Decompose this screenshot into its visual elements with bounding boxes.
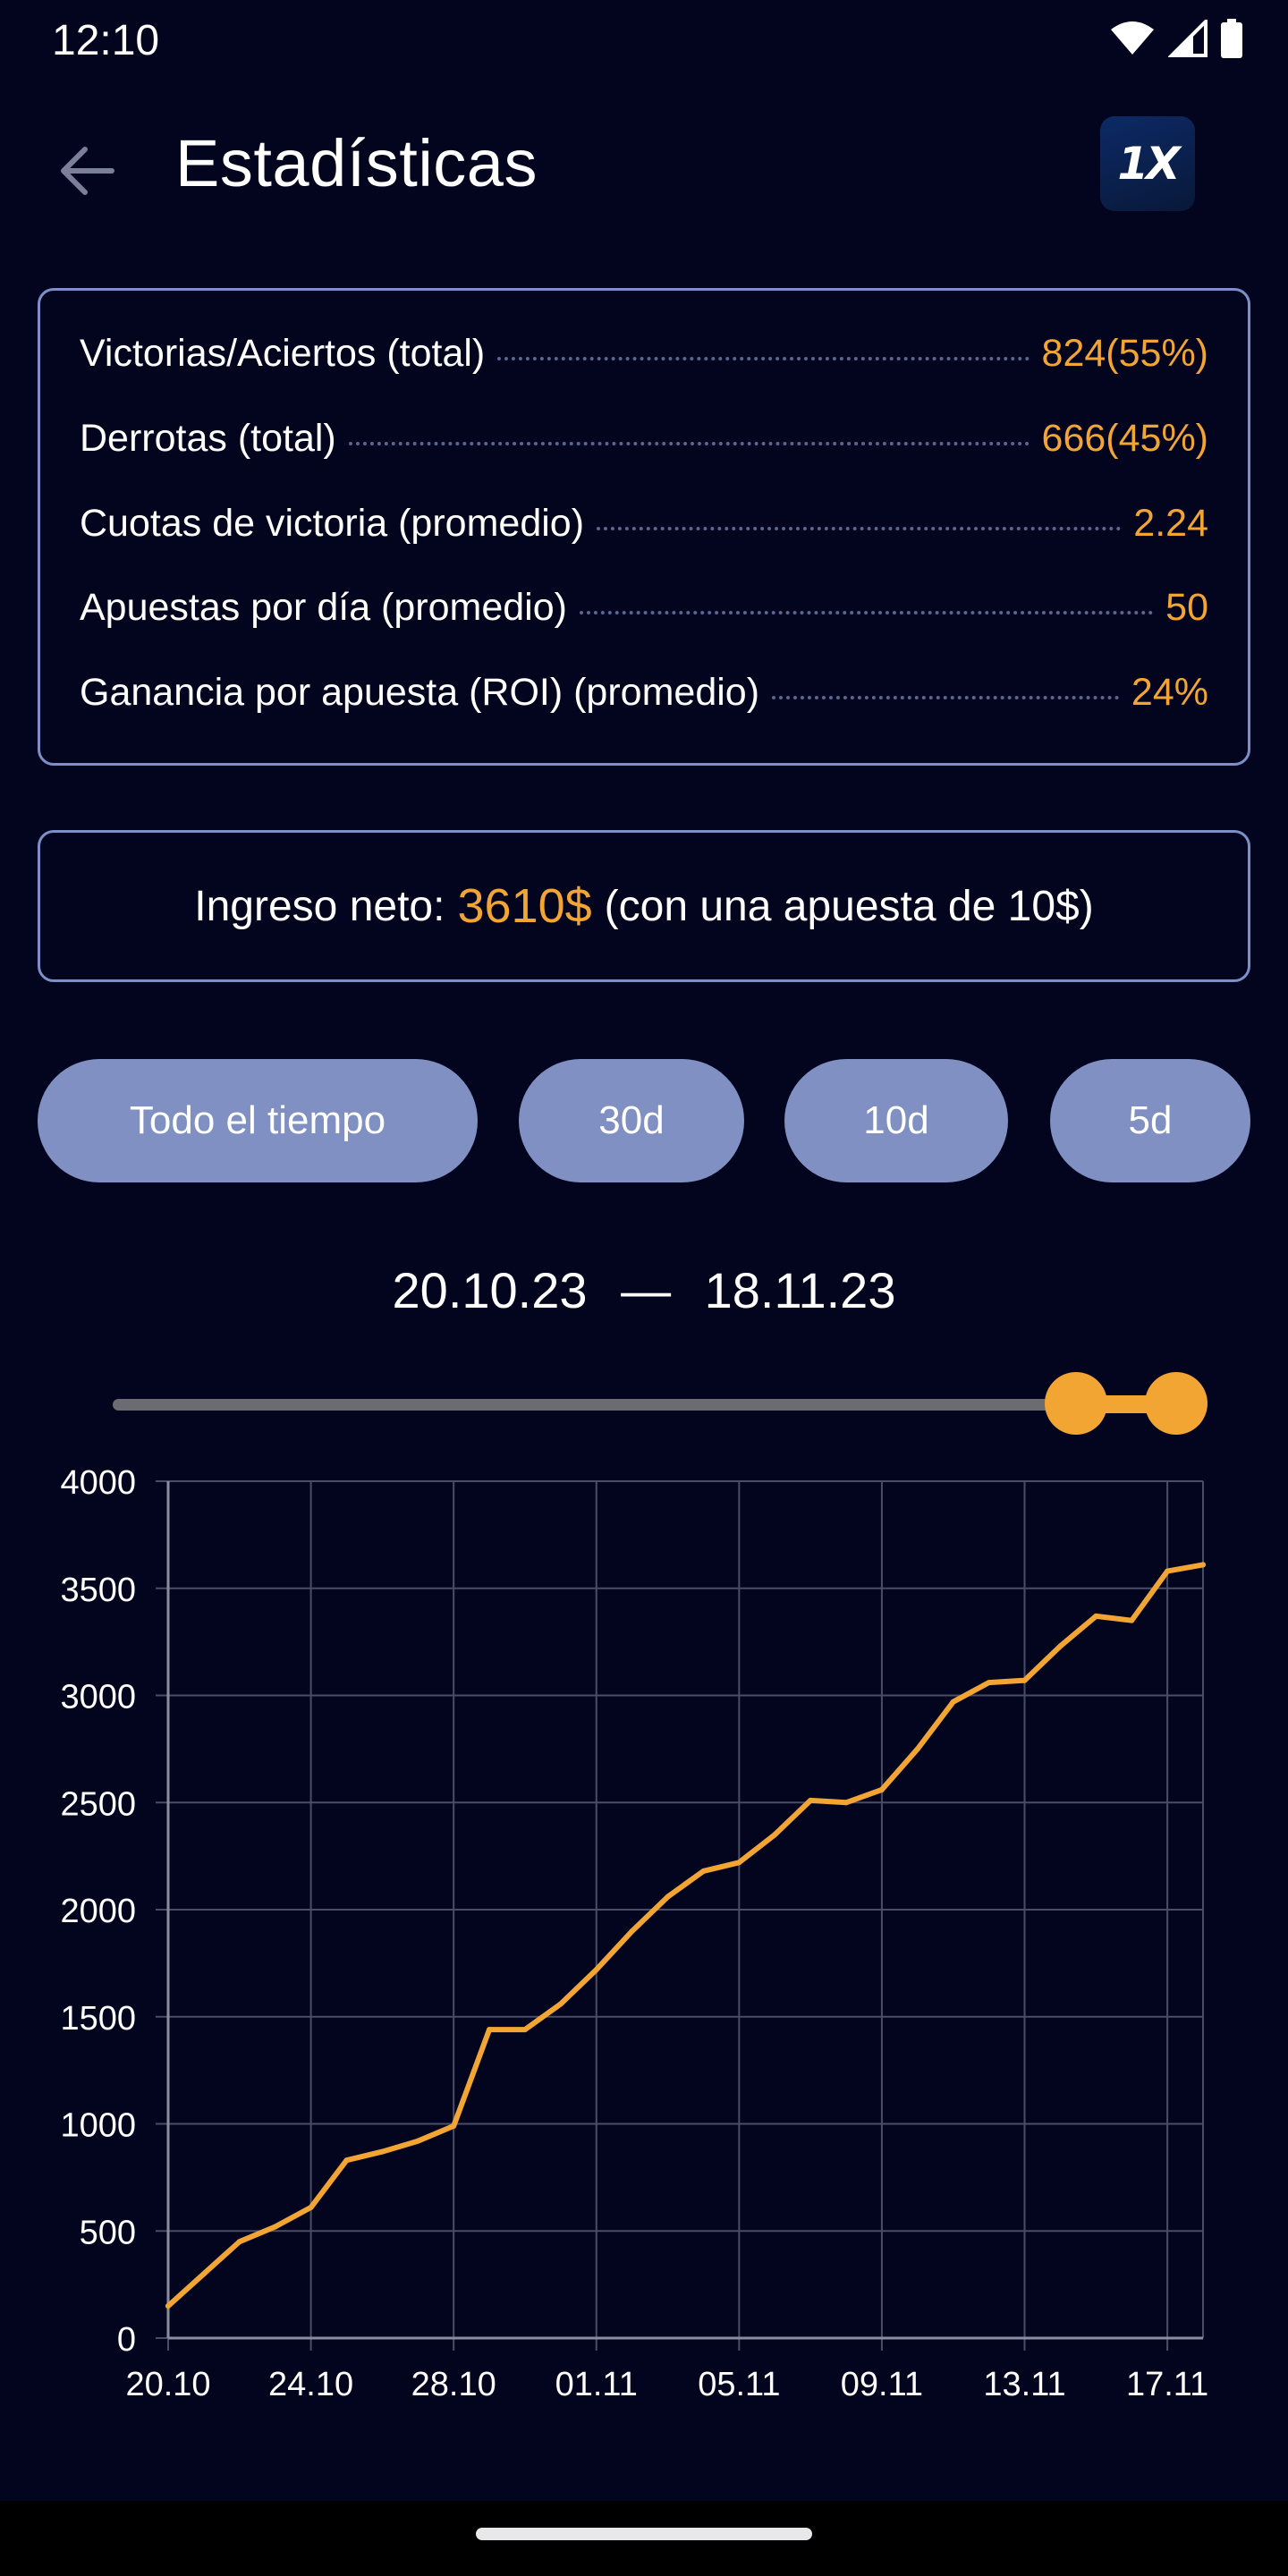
stat-value: 24%: [1131, 671, 1208, 714]
data-point: [1093, 1613, 1099, 1619]
status-time: 12:10: [52, 17, 160, 64]
dotted-leader: [597, 527, 1122, 530]
x-tick-label: 09.11: [841, 2366, 923, 2397]
stat-row-defeats: Derrotas (total) 666(45%): [80, 417, 1208, 470]
stat-row-odds: Cuotas de victoria (promedio) 2.24: [80, 502, 1208, 555]
data-point: [343, 2157, 350, 2164]
range-separator: —: [621, 1262, 672, 1318]
brand-logo: 1X: [1100, 116, 1195, 211]
arrow-left-icon: [61, 147, 114, 195]
y-tick-label: 1500: [60, 2000, 136, 2038]
stat-label: Derrotas (total): [80, 417, 336, 460]
x-tick-label: 28.10: [411, 2366, 496, 2397]
dotted-leader: [772, 696, 1119, 699]
data-point: [236, 2239, 242, 2245]
x-tick-label: 24.10: [268, 2366, 353, 2397]
dotted-leader: [348, 442, 1030, 445]
y-tick-label: 2500: [60, 1785, 136, 1823]
data-point: [487, 2027, 493, 2033]
data-point: [272, 2224, 278, 2230]
range-start-date: 20.10.23: [392, 1262, 588, 1318]
battery-icon: [1221, 19, 1242, 58]
data-point: [629, 1928, 635, 1934]
x-tick-label: 05.11: [698, 2366, 780, 2397]
home-gesture-bar[interactable]: [476, 2528, 812, 2540]
x-tick-label: 01.11: [555, 2366, 638, 2397]
stat-value: 50: [1165, 586, 1208, 629]
y-tick-label: 3000: [60, 1679, 136, 1716]
stat-label: Cuotas de victoria (promedio): [80, 502, 585, 545]
net-income-card: Ingreso neto: 3610$ (con una apuesta de …: [38, 830, 1250, 982]
data-point: [665, 1894, 671, 1900]
x-tick-label: 13.11: [983, 2366, 1065, 2397]
date-range-slider[interactable]: [107, 1368, 1216, 1440]
status-icons: [1109, 16, 1243, 61]
data-point: [914, 1746, 920, 1752]
profit-line-chart: 0 500 1000 1500 2000 2500 3000 3500 4000 20.10 24.…: [60, 1464, 1208, 2397]
wifi-icon: [1111, 21, 1154, 55]
filter-30d-button[interactable]: 30d: [519, 1059, 744, 1182]
data-point: [593, 1967, 599, 1973]
range-end-date: 18.11.23: [704, 1262, 896, 1318]
data-point: [308, 2204, 314, 2210]
stat-row-victories: Victorias/Aciertos (total) 824(55%): [80, 332, 1208, 386]
back-button[interactable]: [47, 131, 127, 211]
stat-value: 2.24: [1133, 502, 1208, 545]
dotted-leader: [579, 611, 1154, 614]
filter-5d-button[interactable]: 5d: [1050, 1059, 1250, 1182]
data-point: [878, 1786, 885, 1792]
data-point: [415, 2138, 421, 2144]
data-point: [1200, 1562, 1206, 1568]
date-range-label: 20.10.23 — 18.11.23: [0, 1261, 1288, 1319]
data-point: [772, 1832, 778, 1838]
net-income-label: Ingreso neto:: [194, 882, 445, 930]
data-point: [379, 2148, 386, 2155]
y-tick-label: 500: [80, 2214, 136, 2251]
data-point: [1129, 1617, 1135, 1623]
net-income-amount: 3610$: [457, 879, 592, 933]
filter-10d-button[interactable]: 10d: [784, 1059, 1008, 1182]
data-point: [808, 1797, 814, 1803]
app-bar: Estadísticas 1X: [0, 98, 1288, 233]
stat-value: 666(45%): [1041, 417, 1208, 460]
data-point: [1057, 1643, 1063, 1649]
data-point: [986, 1680, 992, 1686]
stat-row-bets-per-day: Apuestas por día (promedio) 50: [80, 586, 1208, 640]
data-point: [843, 1800, 850, 1806]
data-point: [521, 2027, 528, 2033]
signal-icon: [1168, 20, 1208, 57]
y-tick-label: 2000: [60, 1893, 136, 1930]
x-tick-label: 17.11: [1126, 2366, 1208, 2397]
dotted-leader: [497, 357, 1030, 360]
data-point: [700, 1868, 707, 1874]
y-tick-label: 1000: [60, 2107, 136, 2145]
data-point: [950, 1699, 956, 1705]
data-point: [1021, 1677, 1028, 1683]
net-income-note: (con una apuesta de 10$): [604, 882, 1094, 930]
y-tick-label: 3500: [60, 1572, 136, 1609]
data-point: [451, 2123, 457, 2129]
slider-start-handle[interactable]: [1045, 1372, 1107, 1435]
series-line: [165, 1562, 1206, 2309]
data-point: [736, 1860, 742, 1866]
filter-all-time-button[interactable]: Todo el tiempo: [38, 1059, 478, 1182]
slider-track[interactable]: [113, 1399, 1204, 1411]
stat-label: Victorias/Aciertos (total): [80, 332, 486, 375]
page-title: Estadísticas: [175, 126, 538, 200]
x-tick-label: 20.10: [125, 2366, 210, 2397]
stats-card: Victorias/Aciertos (total) 824(55%) Derr…: [38, 288, 1250, 766]
y-tick-label: 4000: [60, 1464, 136, 1502]
status-bar: 12:10: [0, 0, 1288, 77]
stat-value: 824(55%): [1041, 332, 1208, 375]
stat-label: Ganancia por apuesta (ROI) (promedio): [80, 671, 760, 714]
data-point: [165, 2303, 171, 2309]
y-tick-label: 0: [117, 2321, 136, 2359]
navigation-bar: [0, 2501, 1288, 2576]
stat-row-roi: Ganancia por apuesta (ROI) (promedio) 24…: [80, 671, 1208, 724]
data-point: [200, 2271, 207, 2277]
data-point: [557, 2001, 564, 2007]
stat-label: Apuestas por día (promedio): [80, 586, 567, 629]
slider-end-handle[interactable]: [1145, 1372, 1208, 1435]
data-point: [1165, 1568, 1171, 1574]
